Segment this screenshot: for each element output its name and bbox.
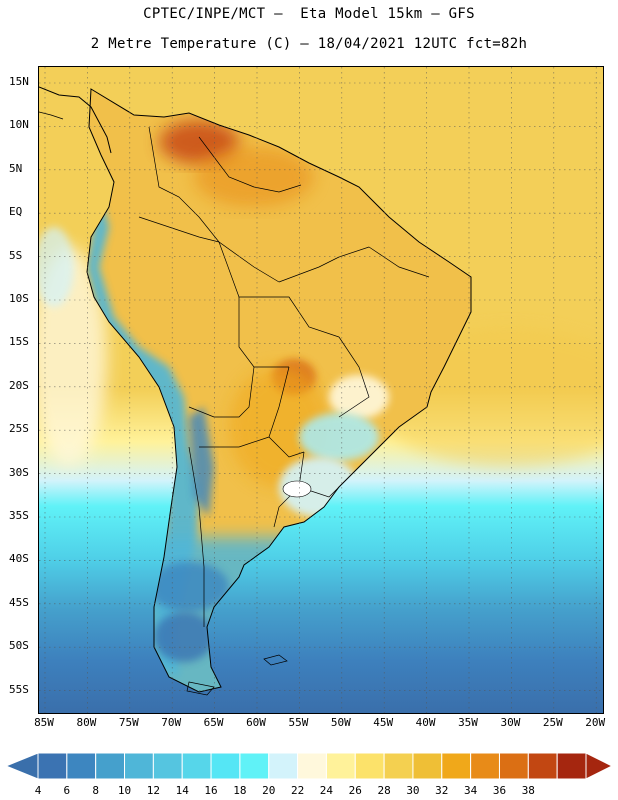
lat-tick-label: 50S xyxy=(9,639,29,653)
lon-tick-label: 65W xyxy=(203,716,224,729)
central-america-coast xyxy=(39,86,112,154)
country-borders xyxy=(138,126,430,627)
lon-tick-label: 45W xyxy=(373,716,394,729)
legend-color-box xyxy=(297,752,327,780)
temperature-map xyxy=(38,66,604,714)
lon-tick-label: 55W xyxy=(288,716,309,729)
tierra-del-fuego xyxy=(186,681,215,696)
lat-tick-label: 45S xyxy=(9,595,29,609)
legend-color-box xyxy=(354,752,385,780)
lat-tick-label: 10S xyxy=(9,292,29,305)
lon-tick-label: 50W xyxy=(330,716,351,729)
lon-tick-label: 35W xyxy=(458,716,478,729)
legend-color-box xyxy=(325,752,356,780)
legend-value-label: 36 xyxy=(492,784,507,797)
legend-value-label: 28 xyxy=(377,784,391,797)
legend-value-label: 26 xyxy=(348,784,362,797)
lon-tick-label: 25W xyxy=(542,716,563,729)
lon-tick-label: 20W xyxy=(585,716,606,729)
legend-value-label: 6 xyxy=(63,784,71,797)
legend-color-box xyxy=(124,752,154,780)
lat-tick-label: 20S xyxy=(9,378,29,392)
legend-color-box xyxy=(441,752,472,780)
legend-value-label: 32 xyxy=(435,784,449,797)
grid-lines xyxy=(39,67,603,713)
legend-value-label: 18 xyxy=(233,784,247,797)
legend-color-box xyxy=(95,752,126,780)
lon-tick-label: 70W xyxy=(161,716,182,729)
lat-tick-label: 40S xyxy=(9,552,29,566)
legend-color-box xyxy=(37,752,68,780)
lagoa-dos-patos xyxy=(282,480,312,498)
lon-tick-label: 80W xyxy=(76,716,97,729)
legend-value-label: 4 xyxy=(34,784,42,797)
legend-color-box xyxy=(383,752,414,780)
legend-value-label: 10 xyxy=(117,784,132,797)
lat-tick-label: 15N xyxy=(9,75,29,88)
legend-color-box xyxy=(268,752,299,780)
legend-value-label: 14 xyxy=(175,784,189,797)
coastline xyxy=(86,88,472,693)
map-title-line2: 2 Metre Temperature (C) – 18/04/2021 12U… xyxy=(90,36,528,52)
legend-color-box xyxy=(239,752,270,780)
map-title-line1: CPTEC/INPE/MCT – Eta Model 15km – GFS xyxy=(143,6,475,22)
lon-tick-label: 75W xyxy=(118,716,139,729)
legend-color-box xyxy=(412,752,443,780)
legend-color-box xyxy=(470,752,500,780)
legend-value-label: 34 xyxy=(464,784,478,797)
legend-value-label: 38 xyxy=(521,784,535,797)
legend-color-box xyxy=(210,752,241,780)
lat-tick-label: 55S xyxy=(9,682,29,696)
lat-tick-label: 35S xyxy=(9,509,29,522)
legend-value-label: 22 xyxy=(290,784,305,797)
lat-tick-label: 25S xyxy=(9,422,29,436)
lon-tick-label: 60W xyxy=(246,716,266,729)
legend-color-box xyxy=(152,752,183,780)
legend-value-label: 24 xyxy=(319,784,334,797)
legend-value-label: 20 xyxy=(262,784,276,797)
lon-tick-label: 30W xyxy=(500,716,521,729)
lat-tick-label: 10N xyxy=(9,118,29,132)
falklands xyxy=(263,654,288,666)
lat-tick-label: 5N xyxy=(9,161,23,175)
legend-below-arrow xyxy=(4,752,39,780)
color-legend xyxy=(4,752,614,780)
legend-value-label: 8 xyxy=(92,784,99,797)
lon-tick-label: 85W xyxy=(34,716,54,729)
legend-value-label: 30 xyxy=(406,784,420,797)
legend-above-arrow xyxy=(585,752,614,780)
legend-color-box xyxy=(181,752,212,780)
lat-tick-label: 30S xyxy=(9,465,29,479)
lat-tick-label: 15S xyxy=(9,335,29,349)
legend-color-box xyxy=(556,752,587,780)
legend-value-label: 12 xyxy=(146,784,160,797)
legend-color-box xyxy=(527,752,558,780)
legend-value-label: 16 xyxy=(204,784,218,797)
lon-tick-label: 40W xyxy=(415,716,436,729)
lat-tick-label: EQ xyxy=(9,205,23,219)
map-canvas xyxy=(39,67,603,713)
lat-tick-label: 5S xyxy=(9,248,23,262)
legend-color-box xyxy=(498,752,529,780)
legend-color-box xyxy=(66,752,97,780)
